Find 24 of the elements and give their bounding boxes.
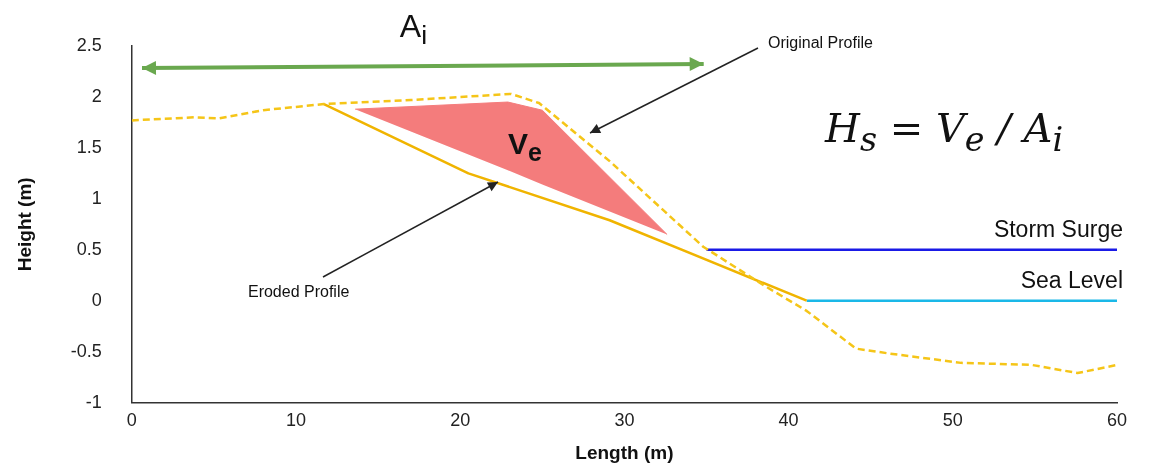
series-label: Storm Surge [993, 215, 1123, 243]
y-tick-label: 2.5 [76, 34, 102, 55]
x-tick-label: 0 [126, 410, 137, 431]
x-tick-label: 30 [614, 410, 635, 431]
y-tick-label: -0.5 [70, 340, 102, 361]
y-tick-label: 1.5 [76, 136, 102, 157]
y-tick-label: 0 [91, 289, 102, 310]
annotation: Eroded Profile [247, 282, 350, 301]
x-tick-label: 10 [286, 410, 307, 431]
y-axis-title: Height (m) [13, 177, 35, 272]
series-label: Sea Level [1020, 266, 1123, 294]
annotation: H$_{s}$ = V$_{e}$ / A$_{i}$ [825, 105, 1064, 159]
annotation: A$_{i}$ [399, 8, 428, 52]
x-tick-label: 60 [1106, 410, 1128, 431]
series-label: V$_{e}$ [508, 126, 542, 167]
y-tick-label: -1 [85, 391, 102, 412]
x-axis-title: Length (m) [575, 441, 674, 463]
y-tick-label: 0.5 [76, 238, 102, 259]
x-tick-label: 40 [778, 410, 799, 431]
y-tick-label: 2 [91, 85, 102, 106]
y-tick-label: 1 [91, 187, 102, 208]
x-tick-label: 20 [450, 410, 471, 431]
x-tick-label: 50 [942, 410, 963, 431]
annotation: Original Profile [768, 34, 873, 52]
